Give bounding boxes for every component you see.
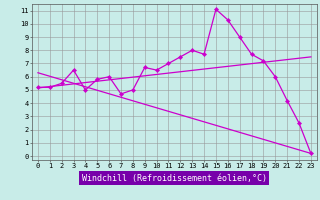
X-axis label: Windchill (Refroidissement éolien,°C): Windchill (Refroidissement éolien,°C)	[82, 174, 267, 183]
